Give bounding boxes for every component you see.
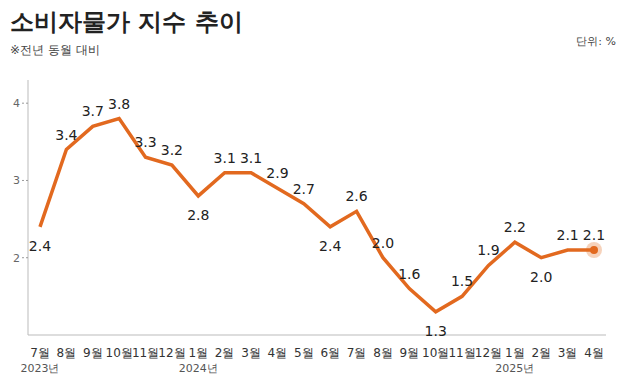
svg-text:2월: 2월	[531, 346, 551, 360]
svg-text:10월: 10월	[106, 346, 133, 360]
svg-text:3: 3	[13, 174, 20, 187]
svg-text:1월: 1월	[505, 346, 525, 360]
svg-text:2.9: 2.9	[266, 165, 288, 181]
svg-text:2.4: 2.4	[29, 238, 51, 254]
svg-text:5월: 5월	[294, 346, 314, 360]
html-text:소비자물가 지수 추이: 소비자물가 지수 추이	[10, 8, 243, 36]
svg-text:3.7: 3.7	[82, 103, 104, 119]
svg-text:7월: 7월	[347, 346, 367, 360]
svg-text:2.1: 2.1	[556, 227, 578, 243]
svg-text:2.2: 2.2	[504, 219, 526, 235]
svg-text:4: 4	[13, 97, 20, 110]
svg-text:9월: 9월	[400, 346, 420, 360]
svg-text:10월: 10월	[422, 346, 449, 360]
svg-text:1.6: 1.6	[398, 266, 420, 282]
svg-text:2.4: 2.4	[319, 238, 341, 254]
svg-text:9월: 9월	[83, 346, 103, 360]
svg-text:3.4: 3.4	[55, 127, 77, 143]
svg-text:2.1: 2.1	[583, 227, 605, 243]
html-text:※전년 동월 대비: ※전년 동월 대비	[10, 43, 100, 57]
svg-text:2025년: 2025년	[495, 362, 534, 375]
svg-text:6월: 6월	[320, 346, 340, 360]
svg-text:3월: 3월	[558, 346, 578, 360]
svg-text:3월: 3월	[241, 346, 261, 360]
html-text:단위: %: 단위: %	[576, 35, 616, 48]
svg-text:2월: 2월	[215, 346, 235, 360]
svg-text:2024년: 2024년	[179, 362, 218, 375]
svg-text:2.8: 2.8	[187, 207, 209, 223]
svg-text:8월: 8월	[57, 346, 77, 360]
svg-text:3.1: 3.1	[240, 150, 262, 166]
svg-text:3.2: 3.2	[161, 142, 183, 158]
svg-text:3.1: 3.1	[214, 150, 236, 166]
svg-text:8월: 8월	[373, 346, 393, 360]
svg-text:1.3: 1.3	[425, 323, 447, 339]
svg-text:11월: 11월	[448, 346, 475, 360]
svg-text:12월: 12월	[475, 346, 502, 360]
svg-text:2.0: 2.0	[372, 235, 394, 251]
svg-text:3.3: 3.3	[134, 134, 156, 150]
svg-text:2.7: 2.7	[293, 181, 315, 197]
svg-text:11월: 11월	[132, 346, 159, 360]
svg-text:4월: 4월	[584, 346, 604, 360]
svg-text:7월: 7월	[30, 346, 50, 360]
svg-text:2.0: 2.0	[530, 269, 552, 285]
svg-text:2.6: 2.6	[345, 188, 367, 204]
svg-text:12월: 12월	[158, 346, 185, 360]
svg-text:1.5: 1.5	[451, 273, 473, 289]
svg-text:2023년: 2023년	[21, 362, 60, 375]
svg-text:2: 2	[13, 252, 20, 265]
svg-text:1.9: 1.9	[477, 242, 499, 258]
svg-text:4월: 4월	[268, 346, 288, 360]
svg-text:1월: 1월	[188, 346, 208, 360]
svg-text:3.8: 3.8	[108, 96, 130, 112]
